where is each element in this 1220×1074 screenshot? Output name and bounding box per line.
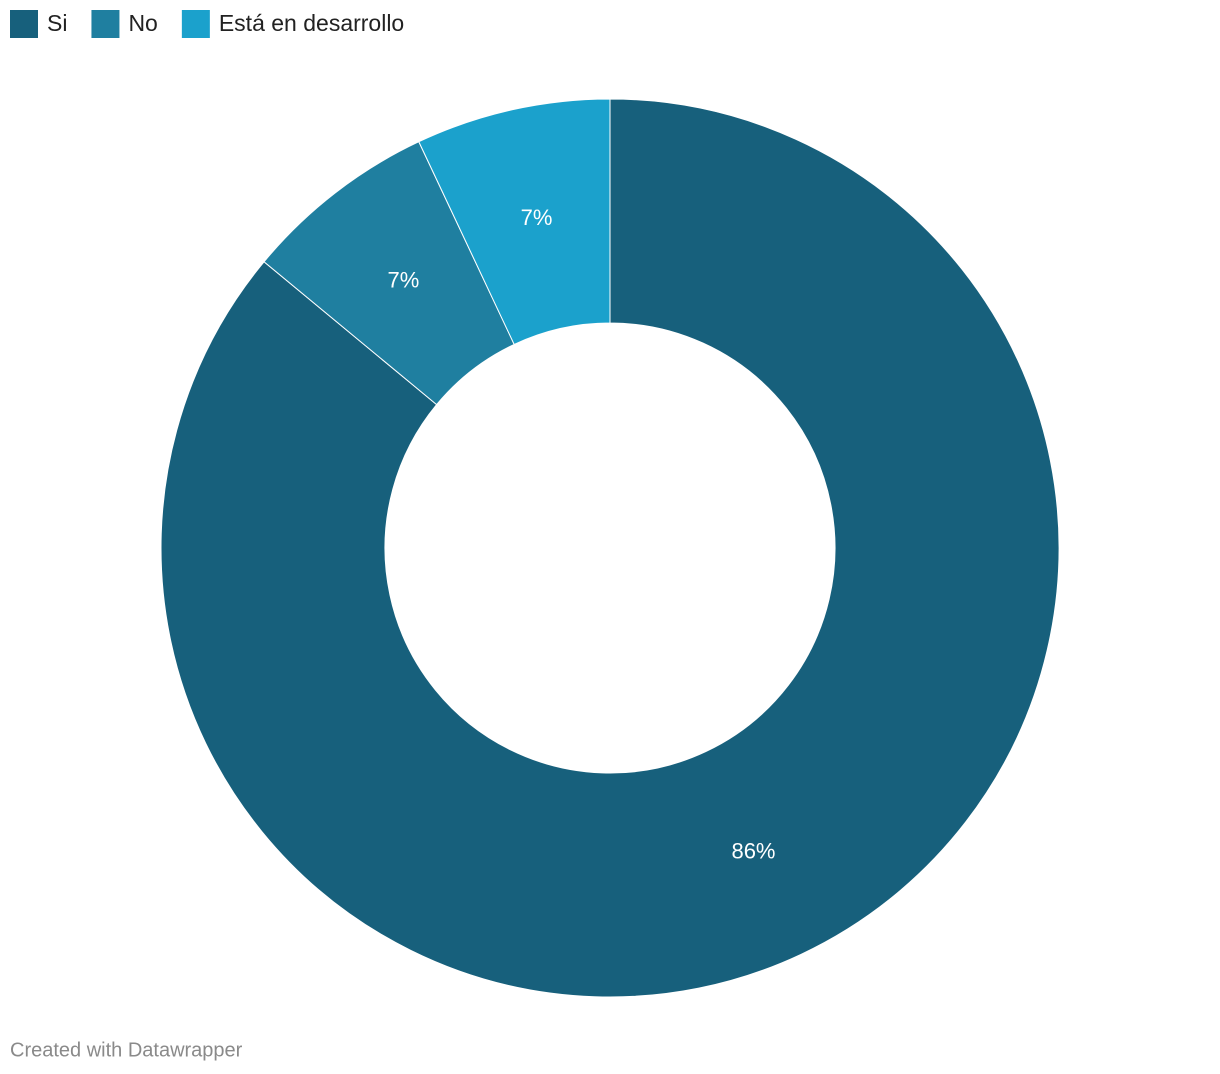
legend-label: Está en desarrollo xyxy=(219,10,404,36)
legend-swatch xyxy=(10,10,38,38)
legend-label: Si xyxy=(47,10,67,36)
donut-slice xyxy=(418,98,611,346)
legend-swatch xyxy=(181,10,210,38)
legend-label: No xyxy=(128,10,157,36)
value-label: 7% xyxy=(521,205,553,230)
value-label: 86% xyxy=(731,839,775,864)
donut-slice xyxy=(160,98,1060,998)
legend-swatch xyxy=(91,10,120,38)
value-label: 7% xyxy=(388,268,420,293)
footer: Created with Datawrapper xyxy=(10,1039,243,1061)
